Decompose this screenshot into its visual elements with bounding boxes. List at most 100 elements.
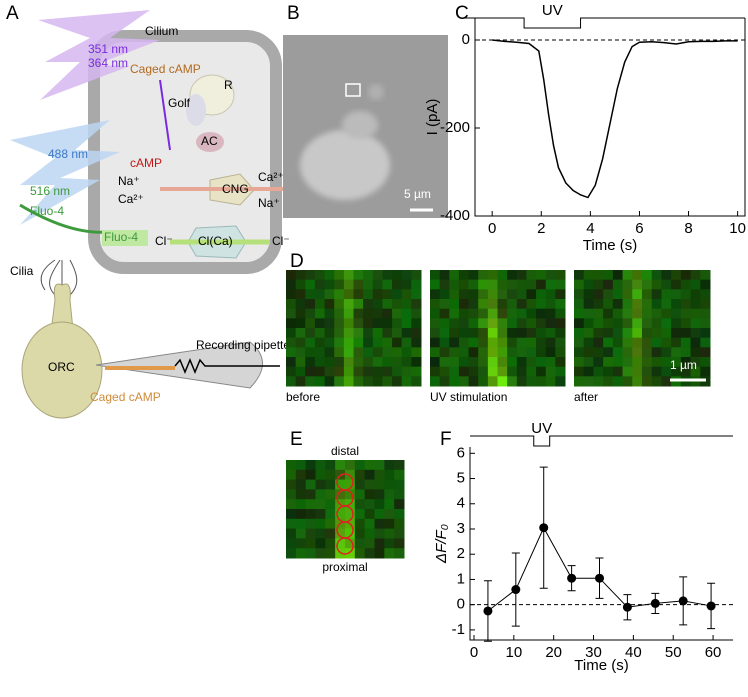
pixel	[622, 270, 633, 281]
golf-shape	[186, 94, 206, 126]
pixel	[545, 308, 556, 319]
pixel	[345, 460, 356, 471]
pixel	[353, 328, 364, 339]
pixel	[622, 318, 633, 329]
resistor	[174, 358, 280, 374]
pixel	[345, 479, 356, 490]
pixel	[374, 469, 385, 481]
pixel	[392, 318, 403, 329]
pixel	[324, 328, 335, 339]
pixel	[439, 357, 450, 368]
pixel	[632, 318, 643, 329]
pixel	[394, 509, 405, 520]
pixel	[661, 289, 672, 300]
pixel	[516, 270, 527, 281]
x-axis-label: Time (s)	[583, 237, 637, 254]
pixel	[507, 366, 518, 377]
pixel	[680, 366, 692, 377]
pixel	[394, 548, 405, 559]
pixel	[671, 337, 682, 348]
pixel	[295, 518, 307, 530]
label: Cl(Ca)	[198, 234, 233, 248]
pixel	[401, 308, 412, 319]
pixel	[305, 347, 316, 358]
pixel	[305, 548, 316, 559]
pixel	[384, 509, 395, 520]
pixel	[374, 528, 385, 539]
pixel	[671, 328, 682, 339]
pixel	[468, 318, 479, 329]
roi-label: proximal	[322, 560, 367, 574]
pixel	[295, 357, 306, 368]
pixel	[354, 518, 366, 530]
pixel	[700, 328, 711, 339]
ac-shape	[196, 132, 224, 152]
point	[650, 598, 660, 608]
pixel	[353, 347, 364, 358]
pixel	[593, 270, 604, 281]
pixel	[354, 469, 366, 481]
pixel	[661, 347, 672, 358]
panel-label: B	[287, 3, 300, 24]
pixel	[680, 279, 692, 290]
pixel	[574, 376, 585, 387]
y-axis-label: ΔF/F₀	[433, 524, 450, 564]
y-tick-label: -400	[440, 207, 470, 224]
x-tick-label: 0	[488, 220, 496, 237]
pixel	[314, 299, 326, 310]
pixel	[526, 270, 537, 281]
pixel	[382, 337, 393, 348]
pixel	[487, 279, 498, 290]
pixel	[651, 357, 662, 368]
stimulus	[463, 17, 745, 29]
label: Caged cAMP	[90, 390, 161, 404]
pixel	[286, 337, 297, 348]
pixel	[401, 289, 412, 300]
stimulus-label: UV	[531, 420, 552, 437]
pixel	[364, 509, 375, 520]
pixel	[507, 318, 518, 329]
pixel	[603, 357, 614, 368]
pixel	[392, 337, 403, 348]
pipette	[95, 341, 263, 389]
pixel	[286, 548, 297, 559]
pixel	[305, 270, 316, 281]
pixel	[286, 299, 297, 310]
pixel	[574, 337, 585, 348]
pixel	[612, 308, 624, 319]
pixel	[372, 357, 383, 368]
label: 364 nm	[88, 56, 128, 70]
pixel	[632, 289, 643, 300]
pixel	[574, 308, 585, 319]
pixel	[642, 357, 653, 368]
y-tick-label: 0	[462, 31, 470, 48]
pixel	[622, 328, 633, 339]
pixel	[315, 528, 326, 539]
pixel	[468, 357, 479, 368]
pixel	[671, 308, 682, 319]
pixel	[382, 279, 393, 290]
pixel	[374, 518, 385, 530]
pixel	[487, 289, 498, 300]
pixel	[516, 308, 527, 319]
pixel	[497, 366, 508, 377]
pixel	[468, 289, 479, 300]
pixel	[325, 518, 336, 530]
pixel	[411, 376, 422, 387]
pixel	[392, 357, 403, 368]
pixel	[680, 299, 692, 310]
pixel	[325, 479, 336, 490]
y-tick-label: 3	[457, 520, 465, 537]
pixel	[497, 279, 508, 290]
label: AC	[201, 134, 218, 148]
pixel	[394, 489, 405, 500]
pixel	[374, 509, 385, 520]
label: Ca²⁺	[258, 170, 284, 184]
pixel	[384, 528, 395, 539]
pixel	[286, 528, 297, 539]
pixel	[439, 289, 450, 300]
pixel	[700, 357, 711, 368]
pixel	[612, 337, 624, 348]
pixel	[478, 279, 489, 290]
pixel	[401, 366, 412, 377]
